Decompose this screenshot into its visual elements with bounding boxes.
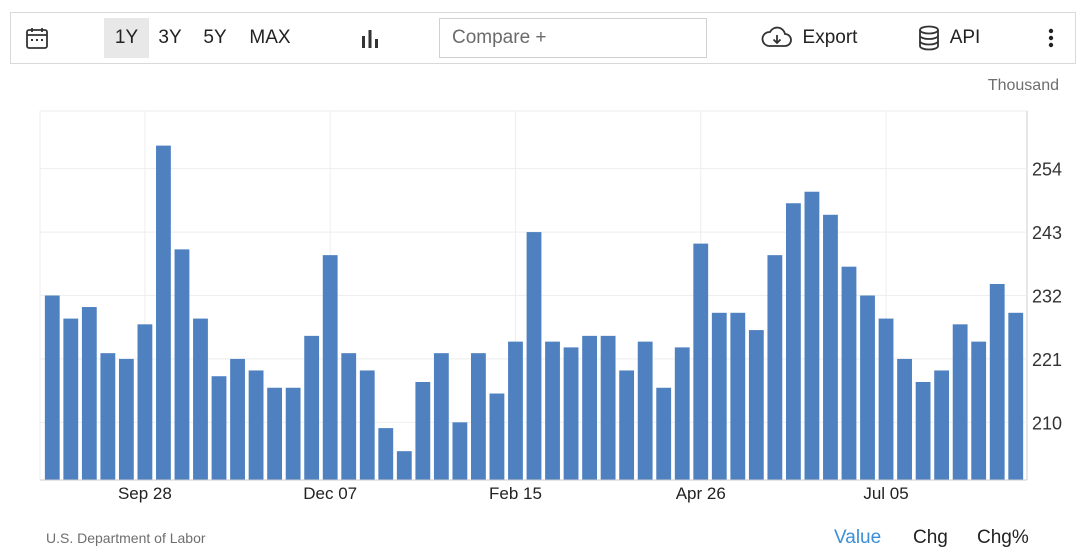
tab-chg[interactable]: Chg <box>913 527 948 548</box>
bar <box>304 335 320 480</box>
database-icon <box>918 25 939 51</box>
x-tick-label: Apr 26 <box>676 484 726 503</box>
tab-chg-percent[interactable]: Chg% <box>977 527 1029 548</box>
bar <box>711 312 727 480</box>
range-1y-button[interactable]: 1Y <box>104 18 149 58</box>
bar <box>545 341 560 480</box>
unit-label: Thousand <box>987 77 1059 94</box>
range-3y-button[interactable]: 3Y <box>158 27 182 48</box>
bar <box>674 347 690 480</box>
bar <box>81 307 97 480</box>
bar <box>971 341 987 480</box>
range-max-button[interactable]: MAX <box>249 27 291 48</box>
bar <box>267 387 283 480</box>
y-tick-label: 232 <box>1032 287 1062 307</box>
bar <box>600 335 616 480</box>
api-label: API <box>949 27 981 48</box>
bar <box>637 341 653 480</box>
bar <box>934 370 950 480</box>
api-button[interactable]: API <box>913 13 985 63</box>
bar <box>44 295 60 480</box>
bar <box>341 353 357 480</box>
y-tick-label: 254 <box>1032 160 1062 180</box>
bar-chart-icon[interactable] <box>355 13 385 63</box>
bar <box>619 370 635 480</box>
x-tick-label: Jul 05 <box>863 484 908 503</box>
bar <box>396 451 412 480</box>
y-tick-label: 221 <box>1032 350 1062 370</box>
calendar-icon[interactable] <box>24 13 50 63</box>
bar <box>193 318 208 480</box>
cloud-download-icon <box>761 26 792 47</box>
bar-chart-icon-svg <box>362 30 378 48</box>
bar <box>211 376 227 480</box>
bar <box>526 232 542 480</box>
bar <box>248 370 264 480</box>
calendar-icon-svg <box>26 28 48 49</box>
bar <box>785 203 801 480</box>
bar <box>730 312 746 480</box>
more-options-icon[interactable] <box>1039 13 1063 63</box>
bar <box>118 358 134 480</box>
bar <box>823 214 838 480</box>
bar <box>841 266 857 480</box>
bar <box>174 249 190 480</box>
bar <box>989 283 1005 480</box>
bar <box>563 347 579 480</box>
range-5y-button[interactable]: 5Y <box>203 27 227 48</box>
export-label: Export <box>802 27 858 48</box>
bar <box>63 318 79 480</box>
bar <box>452 422 468 480</box>
bar <box>656 387 672 480</box>
bar <box>767 255 783 480</box>
bar <box>433 353 449 480</box>
bar <box>100 353 116 480</box>
source-label: U.S. Department of Labor <box>46 530 206 546</box>
bar <box>322 255 338 480</box>
bar <box>1008 312 1024 480</box>
bar <box>582 335 597 480</box>
compare-input[interactable] <box>439 18 707 58</box>
kebab-menu-icon <box>1048 28 1054 48</box>
export-button[interactable]: Export <box>757 13 861 63</box>
bar <box>156 145 171 480</box>
y-tick-label: 210 <box>1032 413 1062 433</box>
bar <box>693 243 709 480</box>
bar <box>285 387 301 480</box>
bar <box>804 191 820 480</box>
bar <box>230 358 245 480</box>
bar <box>915 381 931 480</box>
tab-value[interactable]: Value <box>834 527 882 548</box>
bar <box>860 295 875 480</box>
bar <box>471 353 486 480</box>
bar <box>508 341 523 480</box>
x-tick-label: Feb 15 <box>489 484 542 503</box>
x-tick-label: Dec 07 <box>303 484 357 503</box>
bar <box>748 330 764 480</box>
bar <box>897 358 912 480</box>
bar <box>878 318 894 480</box>
x-tick-label: Sep 28 <box>118 484 172 503</box>
bar <box>415 381 431 480</box>
y-tick-label: 243 <box>1032 223 1062 243</box>
bar <box>137 324 153 480</box>
chart-toolbar: 1Y 3Y 5Y MAX Export API <box>10 12 1076 64</box>
bar <box>489 393 505 480</box>
bar <box>359 370 375 480</box>
bar <box>952 324 968 480</box>
bar <box>378 428 394 480</box>
